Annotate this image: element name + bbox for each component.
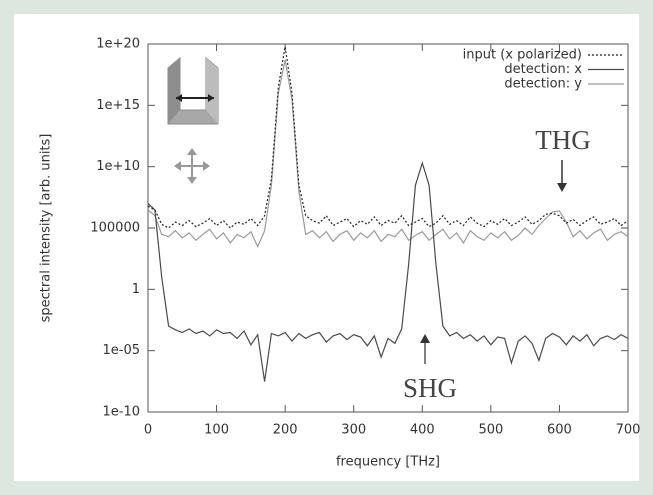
x-tick-label: 0 [144,423,152,438]
x-tick-label: 200 [273,423,298,438]
annotation: THG [535,125,591,155]
legend-label: input (x polarized) [463,48,582,63]
annotation: SHG [403,373,457,403]
series-line [147,46,629,229]
y-tick-label: 100000 [90,221,140,236]
x-tick-label: 700 [616,423,641,438]
y-axis-title: spectral intensity [arb. units] [39,134,54,323]
panel [14,14,639,481]
legend-label: detection: x [504,62,582,77]
y-tick-label: 1e-10 [102,405,140,420]
y-tick-label: 1e-05 [102,343,140,358]
y-tick-label: 1e+20 [96,37,140,52]
x-tick-label: 300 [341,423,366,438]
x-tick-label: 400 [410,423,435,438]
y-tick-label: 1e+10 [96,159,140,174]
series-line [147,160,629,382]
x-tick-label: 500 [478,423,503,438]
series-line [147,59,629,249]
x-axis-title: frequency [THz] [336,455,440,470]
annotation-arrows [420,160,567,364]
inset-icon [167,56,219,184]
x-tick-label: 100 [204,423,229,438]
y-tick-label: 1 [132,282,140,297]
x-tick-label: 600 [547,423,572,438]
y-tick-label: 1e+15 [96,98,140,113]
legend-label: detection: y [504,77,582,92]
